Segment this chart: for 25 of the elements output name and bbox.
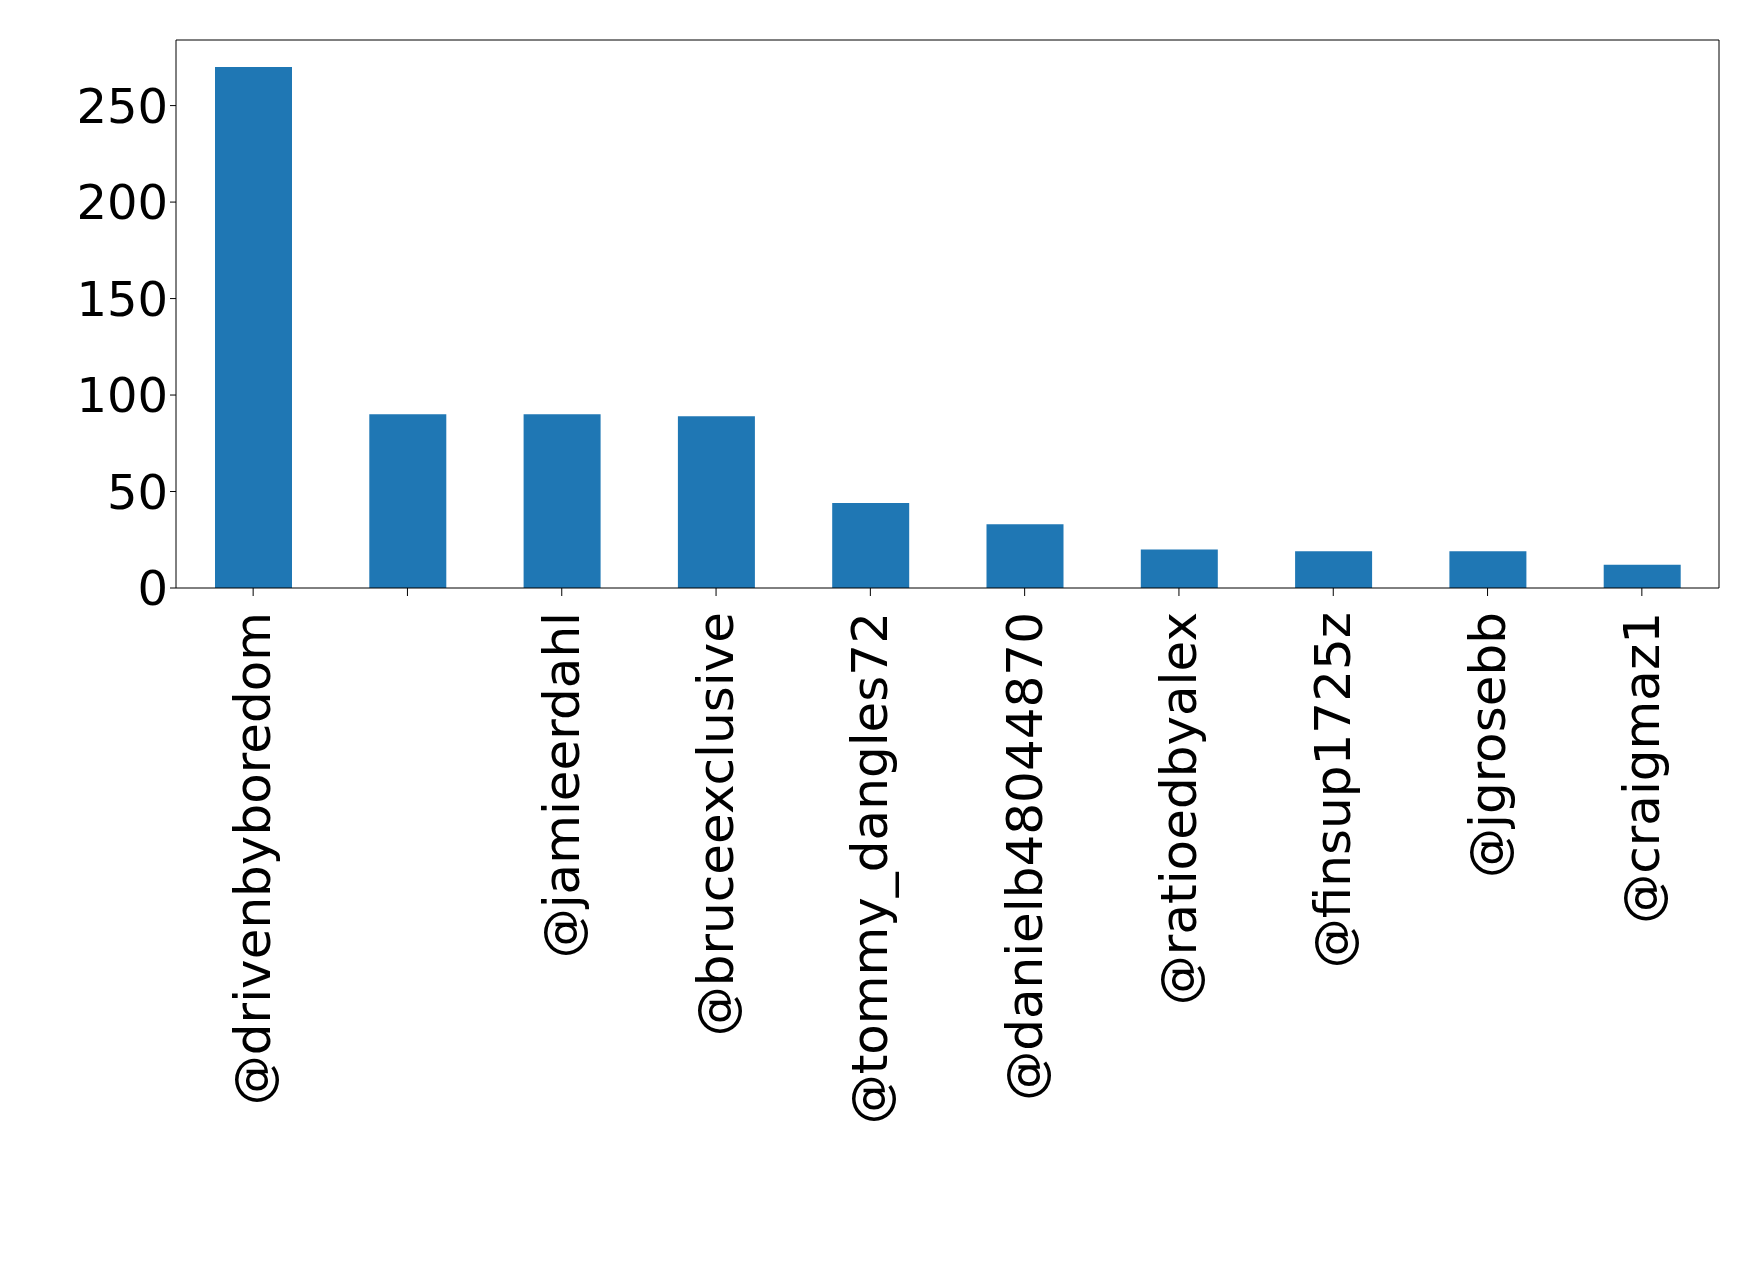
x-tick-label: @bruceexclusive xyxy=(687,612,746,1037)
y-tick-label: 200 xyxy=(76,174,168,231)
x-tick-label: @craigmaz1 xyxy=(1612,612,1671,924)
bar xyxy=(986,524,1064,588)
x-tick-label: @drivenbyboredom xyxy=(224,612,283,1106)
bar xyxy=(369,414,447,588)
y-tick-label: 0 xyxy=(137,560,168,617)
bar xyxy=(523,414,601,588)
bar xyxy=(215,67,292,588)
y-tick-label: 150 xyxy=(76,270,168,327)
y-tick-label: 50 xyxy=(106,463,168,520)
x-tick-label: @finsup1725z xyxy=(1304,612,1363,969)
bar xyxy=(1295,551,1373,588)
x-tick-label: @ratioedbyalex xyxy=(1149,612,1208,1006)
bar xyxy=(677,416,755,588)
bar xyxy=(832,503,910,588)
x-tick-label: @jgrosebb xyxy=(1458,612,1517,878)
x-tick-label: @jamieerdahl xyxy=(532,612,591,959)
bar xyxy=(1449,551,1527,588)
bar xyxy=(1603,564,1681,588)
y-tick-label: 100 xyxy=(76,367,168,424)
y-tick-label: 250 xyxy=(76,77,168,134)
x-tick-label: @danielb48044870 xyxy=(995,612,1054,1101)
x-tick-label: @tommy_dangles72 xyxy=(841,612,900,1125)
bar xyxy=(1140,549,1218,588)
